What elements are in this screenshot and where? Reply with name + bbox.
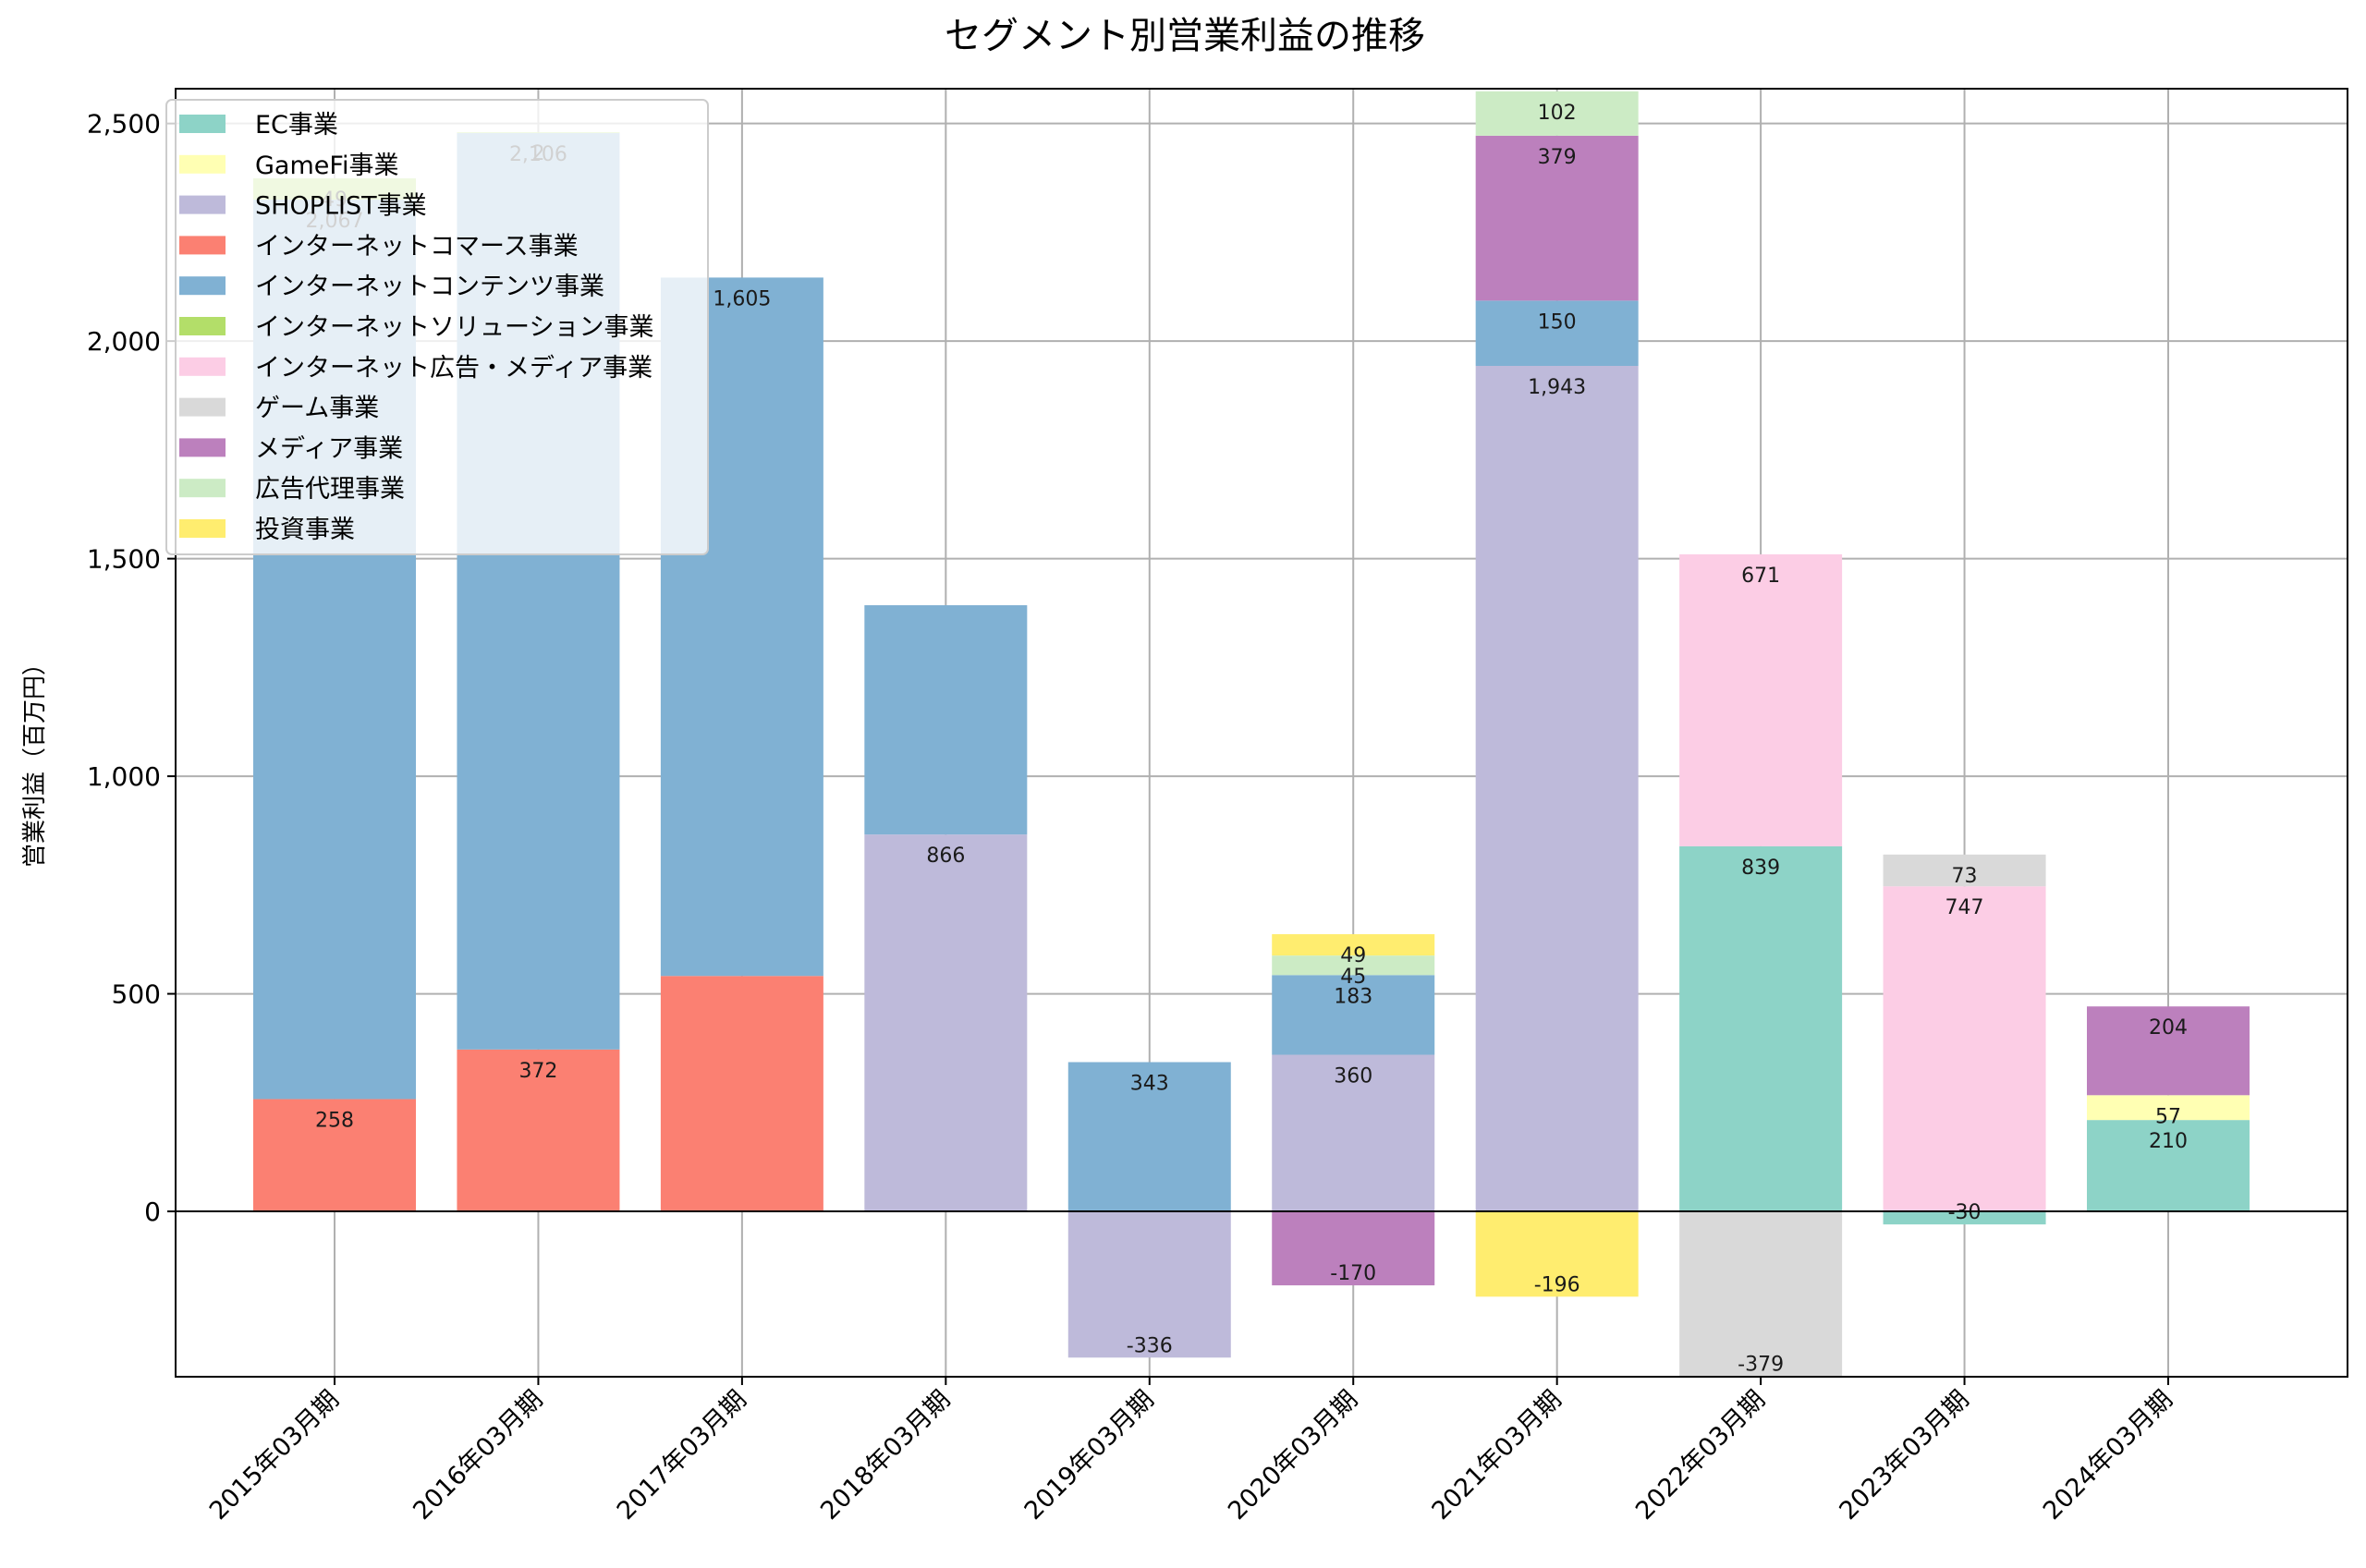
bar-segment	[1272, 955, 1435, 976]
data-label: 671	[1741, 565, 1780, 588]
data-label: 183	[1334, 985, 1372, 1008]
legend-swatch	[179, 479, 226, 498]
bar-segment	[1679, 553, 1843, 846]
y-tick-label: 1,000	[87, 761, 161, 792]
x-tick-label: 2020年03月期	[1223, 1385, 1363, 1525]
legend-item-label: SHOPLIST事業	[255, 192, 427, 221]
data-label: -196	[1534, 1273, 1580, 1296]
data-label: 210	[2149, 1130, 2188, 1153]
data-label: 379	[1538, 146, 1577, 169]
legend-item-label: インターネットコンテンツ事業	[255, 273, 604, 301]
data-label: -379	[1738, 1354, 1784, 1377]
legend-swatch	[179, 154, 226, 174]
data-label: 343	[1130, 1073, 1169, 1096]
x-tick-label: 2023年03月期	[1834, 1385, 1974, 1525]
legend-swatch	[179, 236, 226, 255]
bar-segment	[1475, 135, 1639, 301]
y-tick-label: 500	[112, 979, 161, 1010]
x-tick-label: 2022年03月期	[1630, 1385, 1771, 1525]
x-tick-label: 2015年03月期	[204, 1385, 345, 1525]
bar-segment	[1272, 1211, 1435, 1286]
data-label: 204	[2149, 1016, 2188, 1039]
legend-swatch	[179, 276, 226, 296]
bar-segment	[1475, 1211, 1639, 1297]
legend-swatch	[179, 438, 226, 457]
bar-segment	[1475, 91, 1639, 136]
y-axis-label: 営業利益（百万円）	[21, 651, 49, 868]
bar-segment	[1067, 1211, 1231, 1358]
data-label: 1,943	[1528, 376, 1586, 399]
legend-item-label: インターネット広告・メディア事業	[255, 354, 652, 383]
data-label: 258	[315, 1110, 354, 1133]
data-label: 150	[1538, 310, 1577, 334]
y-tick-label: 1,500	[87, 544, 161, 575]
data-label: 57	[2155, 1105, 2181, 1128]
legend-swatch	[179, 397, 226, 417]
bar-segment	[1272, 975, 1435, 1055]
bar-segment	[864, 834, 1028, 1212]
bar-segment	[1067, 1062, 1231, 1212]
legend-box	[165, 99, 709, 555]
bar-segment	[1679, 1211, 1843, 1377]
bar-segment	[660, 976, 823, 1212]
bar-segment	[1883, 854, 2046, 887]
bar-segment	[2087, 1095, 2250, 1121]
data-label: -30	[1948, 1201, 1982, 1224]
legend-item-label: EC事業	[255, 111, 338, 140]
data-label: 73	[1952, 865, 1978, 888]
bar-segment	[1679, 845, 1843, 1212]
bar-segment	[1883, 886, 2046, 1212]
legend-item-label: インターネットコマース事業	[255, 232, 579, 261]
legend-swatch	[179, 317, 226, 335]
bar-segment	[1475, 300, 1639, 366]
bar-segment	[1272, 1054, 1435, 1212]
data-labels: 2582,067493722,10621,605866-336343360183…	[306, 102, 2188, 1377]
x-tick-label: 2017年03月期	[612, 1385, 752, 1525]
bar-segment	[2087, 1006, 2250, 1096]
data-label: 372	[518, 1060, 557, 1083]
legend: EC事業GameFi事業SHOPLIST事業インターネットコマース事業インターネ…	[165, 99, 709, 555]
data-label: 1,605	[713, 287, 771, 310]
legend-item-label: 投資事業	[255, 516, 355, 544]
plot-frame	[175, 88, 2348, 1378]
y-tick-label: 0	[144, 1197, 161, 1227]
data-label: -170	[1330, 1262, 1376, 1285]
bar-segment	[253, 1099, 416, 1212]
bar-segment	[1475, 365, 1639, 1212]
bar-segment	[2087, 1120, 2250, 1212]
x-tick-label: 2019年03月期	[1019, 1385, 1160, 1525]
data-label: 45	[1340, 966, 1366, 989]
x-tick-label: 2016年03月期	[408, 1385, 548, 1525]
data-label: -336	[1127, 1334, 1173, 1357]
legend-item-label: インターネットソリューション事業	[255, 313, 653, 342]
bar-segment	[864, 605, 1028, 835]
legend-swatch	[179, 195, 226, 214]
legend-item-label: メディア事業	[255, 434, 403, 463]
data-label: 49	[1340, 944, 1366, 967]
bar-segment	[1272, 934, 1435, 956]
data-label: 360	[1334, 1065, 1372, 1088]
y-tick-label: 2,500	[87, 109, 161, 140]
data-label: 747	[1945, 896, 1984, 919]
legend-item-label: 広告代理事業	[255, 475, 405, 504]
x-tick-label: 2021年03月期	[1427, 1385, 1567, 1525]
legend-swatch	[179, 519, 226, 538]
bar-segment	[457, 1049, 620, 1212]
legend-item-label: ゲーム事業	[255, 395, 379, 423]
chart-title: セグメント別営業利益の推移	[945, 15, 1425, 57]
x-tick-label: 2024年03月期	[2038, 1385, 2178, 1525]
data-label: 102	[1538, 102, 1577, 125]
x-tick-label: 2018年03月期	[815, 1385, 956, 1525]
legend-swatch	[179, 357, 226, 376]
legend-item-label: GameFi事業	[255, 152, 398, 180]
data-label: 866	[926, 845, 965, 868]
legend-swatch	[179, 115, 226, 133]
bar-segment	[1883, 1211, 2046, 1225]
data-label: 839	[1741, 857, 1780, 880]
y-tick-label: 2,000	[87, 326, 161, 357]
